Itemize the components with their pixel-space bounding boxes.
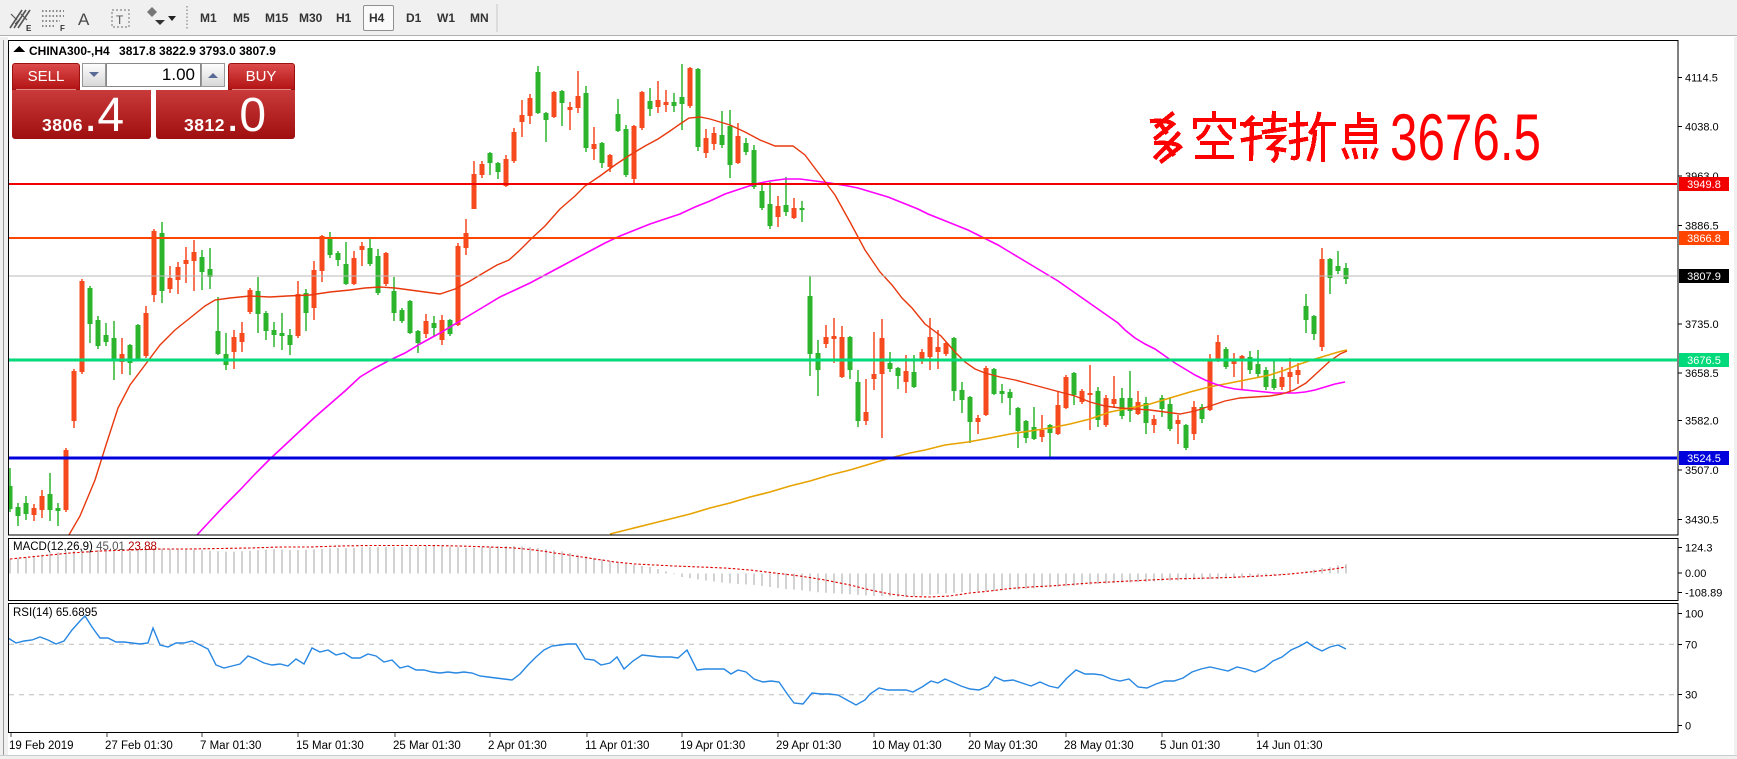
svg-text:4114.5: 4114.5 <box>1685 73 1718 85</box>
svg-text:0: 0 <box>1685 720 1691 732</box>
svg-text:E: E <box>26 24 32 33</box>
svg-text:A: A <box>78 10 90 29</box>
svg-text:3524.5: 3524.5 <box>1687 453 1721 465</box>
svg-text:3676.5: 3676.5 <box>1390 100 1541 174</box>
svg-text:3507.0: 3507.0 <box>1685 465 1719 477</box>
svg-text:14 Jun 01:30: 14 Jun 01:30 <box>1256 740 1323 752</box>
svg-text:19 Apr 01:30: 19 Apr 01:30 <box>680 740 745 752</box>
svg-text:3866.8: 3866.8 <box>1687 233 1721 245</box>
svg-text:3949.8: 3949.8 <box>1687 179 1721 191</box>
svg-text:19 Feb 2019: 19 Feb 2019 <box>9 740 74 752</box>
svg-text:4038.0: 4038.0 <box>1685 121 1719 133</box>
svg-text:29 Apr 01:30: 29 Apr 01:30 <box>776 740 841 752</box>
svg-text:0.00: 0.00 <box>1685 568 1706 580</box>
svg-text:20 May 01:30: 20 May 01:30 <box>968 740 1038 752</box>
svg-text:3658.5: 3658.5 <box>1685 368 1719 380</box>
svg-text:3886.5: 3886.5 <box>1685 220 1719 232</box>
svg-text:25 Mar 01:30: 25 Mar 01:30 <box>393 740 461 752</box>
svg-text:T: T <box>116 13 124 27</box>
svg-text:28 May 01:30: 28 May 01:30 <box>1064 740 1134 752</box>
svg-text:F: F <box>60 24 65 33</box>
svg-text:15 Mar 01:30: 15 Mar 01:30 <box>296 740 364 752</box>
svg-text:100: 100 <box>1685 609 1703 621</box>
svg-text:3807.9: 3807.9 <box>1687 271 1721 283</box>
svg-text:MACD(12,26,9) 45.01 23.88: MACD(12,26,9) 45.01 23.88 <box>13 541 157 553</box>
svg-text:27 Feb 01:30: 27 Feb 01:30 <box>105 740 173 752</box>
svg-text:70: 70 <box>1685 639 1697 651</box>
svg-text:-108.89: -108.89 <box>1685 588 1722 600</box>
svg-text:2 Apr 01:30: 2 Apr 01:30 <box>488 740 547 752</box>
svg-text:5 Jun 01:30: 5 Jun 01:30 <box>1160 740 1220 752</box>
svg-text:CHINA300-,H4 3817.8 3822.9 37: CHINA300-,H4 3817.8 3822.9 3793.0 3807.9 <box>29 44 276 58</box>
svg-text:3735.0: 3735.0 <box>1685 319 1719 331</box>
svg-text:3430.5: 3430.5 <box>1685 515 1719 527</box>
svg-text:124.3: 124.3 <box>1685 543 1713 555</box>
svg-text:10 May 01:30: 10 May 01:30 <box>872 740 942 752</box>
svg-text:30: 30 <box>1685 690 1697 702</box>
svg-text:RSI(14) 65.6895: RSI(14) 65.6895 <box>13 607 97 619</box>
svg-text:11 Apr 01:30: 11 Apr 01:30 <box>585 740 649 752</box>
svg-text:3676.5: 3676.5 <box>1687 355 1721 367</box>
svg-text:7 Mar 01:30: 7 Mar 01:30 <box>200 740 261 752</box>
svg-text:3582.0: 3582.0 <box>1685 416 1719 428</box>
